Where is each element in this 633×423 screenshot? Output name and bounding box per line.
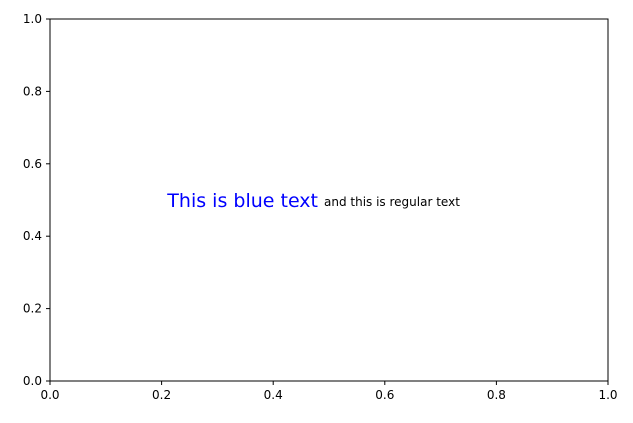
y-tick-label: 0.2	[23, 302, 42, 316]
x-tick-label: 0.2	[152, 388, 171, 402]
annotation-regular-text: and this is regular text	[324, 195, 460, 209]
x-axis-ticks: 0.0 0.2 0.4 0.6 0.8 1.0	[40, 381, 618, 402]
plot-area	[50, 19, 608, 381]
x-tick-label: 0.0	[40, 388, 59, 402]
x-tick-label: 0.4	[264, 388, 283, 402]
y-tick-label: 1.0	[23, 12, 42, 26]
x-tick-label: 0.8	[487, 388, 506, 402]
annotation-blue-text: This is blue text	[166, 190, 318, 212]
y-tick-label: 0.4	[23, 229, 42, 243]
y-axis-ticks: 0.0 0.2 0.4 0.6 0.8 1.0	[23, 12, 50, 388]
y-tick-label: 0.8	[23, 84, 42, 98]
y-tick-label: 0.6	[23, 157, 42, 171]
x-tick-label: 0.6	[375, 388, 394, 402]
y-tick-label: 0.0	[23, 374, 42, 388]
axes-frame	[49, 18, 609, 382]
x-tick-label: 1.0	[598, 388, 617, 402]
